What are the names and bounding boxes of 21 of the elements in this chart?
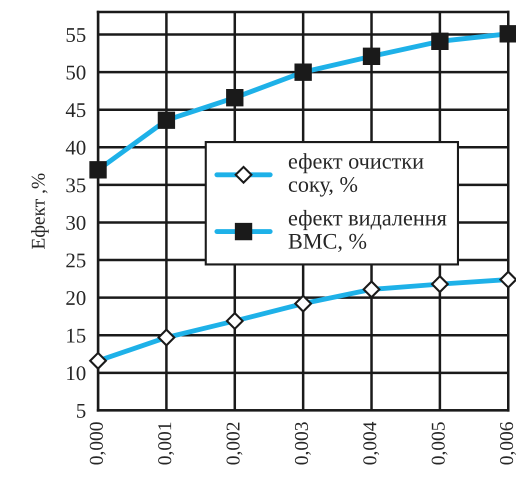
x-tick-label: 0,000	[90, 422, 106, 465]
y-tick-label: 40	[66, 140, 86, 155]
y-tick-label: 5	[77, 404, 86, 418]
x-tick-label: 0,002	[226, 422, 242, 465]
legend-label: ефект видалення ВМС, %	[288, 210, 446, 252]
x-tick-label: 0,003	[294, 422, 311, 465]
legend-label: ефект очистки соку, %	[288, 153, 424, 197]
y-tick-label: 35	[66, 178, 86, 192]
y-tick-label: 45	[66, 103, 86, 118]
y-tick-label: 10	[67, 366, 86, 380]
y-tick-label: 20	[66, 291, 86, 306]
y-tick-label: 30	[66, 216, 86, 230]
y-tick-label: 15	[67, 328, 86, 343]
y-tick-label: 25	[66, 253, 86, 268]
x-tick-label: 0,004	[363, 422, 380, 465]
y-tick-label: 55	[66, 28, 86, 42]
x-tick-label: 0,006	[500, 422, 516, 465]
y-axis-title: Ефект ,%	[31, 174, 49, 249]
x-tick-label: 0,005	[432, 422, 448, 465]
x-tick-label: 0,001	[158, 422, 174, 465]
y-tick-label: 50	[66, 66, 86, 80]
